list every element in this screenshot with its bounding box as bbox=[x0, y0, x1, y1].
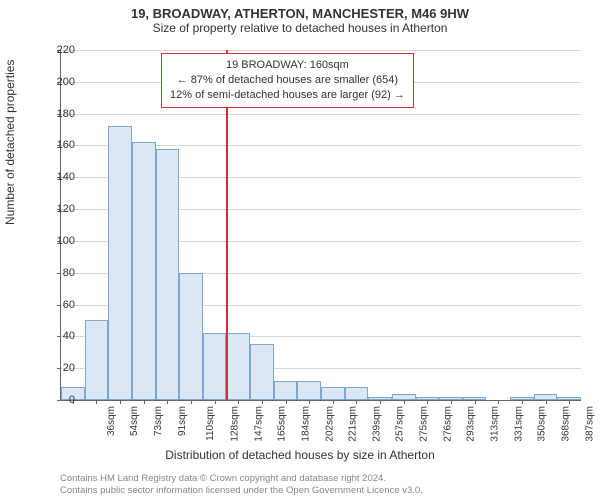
y-tick-label: 120 bbox=[45, 203, 75, 215]
x-tick-label: 73sqm bbox=[153, 406, 164, 436]
x-tick-mark bbox=[451, 400, 452, 404]
y-tick-label: 160 bbox=[45, 139, 75, 151]
grid-line bbox=[61, 50, 581, 51]
histogram-bar bbox=[226, 333, 250, 400]
histogram-bar bbox=[179, 273, 203, 400]
x-tick-label: 368sqm bbox=[560, 406, 571, 442]
histogram-bar bbox=[345, 387, 369, 400]
histogram-bar bbox=[203, 333, 227, 400]
grid-line bbox=[61, 114, 581, 115]
x-axis-label: Distribution of detached houses by size … bbox=[0, 448, 600, 462]
x-tick-label: 331sqm bbox=[513, 406, 524, 442]
x-tick-mark bbox=[380, 400, 381, 404]
x-tick-mark bbox=[522, 400, 523, 404]
footnote-line-1: Contains HM Land Registry data © Crown c… bbox=[60, 473, 386, 484]
chart-footnote: Contains HM Land Registry data © Crown c… bbox=[60, 473, 590, 496]
reference-info-box: 19 BROADWAY: 160sqm ← 87% of detached hou… bbox=[161, 53, 414, 108]
x-tick-mark bbox=[144, 400, 145, 404]
y-tick-label: 20 bbox=[45, 362, 75, 374]
x-tick-mark bbox=[96, 400, 97, 404]
info-line-3: 12% of semi-detached houses are larger (… bbox=[170, 89, 405, 101]
x-tick-label: 293sqm bbox=[466, 406, 477, 442]
y-tick-label: 140 bbox=[45, 171, 75, 183]
x-tick-label: 313sqm bbox=[490, 406, 501, 442]
footnote-line-2: Contains public sector information licen… bbox=[60, 485, 423, 496]
x-tick-label: 202sqm bbox=[324, 406, 335, 442]
x-tick-label: 54sqm bbox=[129, 406, 140, 436]
x-tick-mark bbox=[191, 400, 192, 404]
plot-area: 19 BROADWAY: 160sqm ← 87% of detached hou… bbox=[60, 50, 581, 401]
y-tick-label: 80 bbox=[45, 267, 75, 279]
histogram-bar bbox=[108, 126, 132, 400]
y-tick-label: 220 bbox=[45, 44, 75, 56]
x-tick-label: 184sqm bbox=[300, 406, 311, 442]
y-tick-label: 180 bbox=[45, 108, 75, 120]
x-tick-label: 276sqm bbox=[442, 406, 453, 442]
y-tick-label: 200 bbox=[45, 76, 75, 88]
y-axis-label: Number of detached properties bbox=[3, 60, 17, 225]
histogram-bar bbox=[297, 381, 321, 400]
histogram-bar bbox=[85, 320, 109, 400]
x-tick-label: 165sqm bbox=[277, 406, 288, 442]
info-line-1: 19 BROADWAY: 160sqm bbox=[226, 59, 349, 71]
histogram-bar bbox=[250, 344, 274, 400]
x-tick-label: 239sqm bbox=[371, 406, 382, 442]
x-tick-label: 91sqm bbox=[177, 406, 188, 436]
x-tick-label: 387sqm bbox=[584, 406, 595, 442]
chart-container: 19, BROADWAY, ATHERTON, MANCHESTER, M46 … bbox=[0, 0, 600, 500]
x-tick-mark bbox=[498, 400, 499, 404]
x-tick-label: 128sqm bbox=[230, 406, 241, 442]
histogram-bar bbox=[321, 387, 345, 400]
x-tick-mark bbox=[286, 400, 287, 404]
histogram-bar bbox=[274, 381, 298, 400]
y-tick-label: 60 bbox=[45, 299, 75, 311]
y-tick-label: 0 bbox=[45, 394, 75, 406]
x-tick-mark bbox=[546, 400, 547, 404]
x-tick-mark bbox=[404, 400, 405, 404]
y-tick-label: 100 bbox=[45, 235, 75, 247]
x-tick-mark bbox=[569, 400, 570, 404]
info-line-2: ← 87% of detached houses are smaller (65… bbox=[177, 74, 398, 86]
x-tick-mark bbox=[262, 400, 263, 404]
chart-title-sub: Size of property relative to detached ho… bbox=[0, 21, 600, 37]
histogram-bar bbox=[132, 142, 156, 400]
x-tick-mark bbox=[309, 400, 310, 404]
y-tick-label: 40 bbox=[45, 330, 75, 342]
histogram-bar bbox=[156, 149, 180, 400]
x-tick-mark bbox=[427, 400, 428, 404]
x-tick-mark bbox=[333, 400, 334, 404]
chart-title-main: 19, BROADWAY, ATHERTON, MANCHESTER, M46 … bbox=[0, 0, 600, 21]
x-tick-label: 147sqm bbox=[253, 406, 264, 442]
x-tick-label: 257sqm bbox=[395, 406, 406, 442]
x-tick-label: 275sqm bbox=[419, 406, 430, 442]
x-tick-mark bbox=[120, 400, 121, 404]
x-tick-mark bbox=[475, 400, 476, 404]
x-tick-label: 350sqm bbox=[537, 406, 548, 442]
x-tick-mark bbox=[356, 400, 357, 404]
x-tick-mark bbox=[215, 400, 216, 404]
x-tick-label: 221sqm bbox=[348, 406, 359, 442]
x-tick-label: 110sqm bbox=[205, 406, 216, 441]
x-tick-mark bbox=[167, 400, 168, 404]
x-tick-mark bbox=[238, 400, 239, 404]
x-tick-label: 36sqm bbox=[106, 406, 117, 436]
